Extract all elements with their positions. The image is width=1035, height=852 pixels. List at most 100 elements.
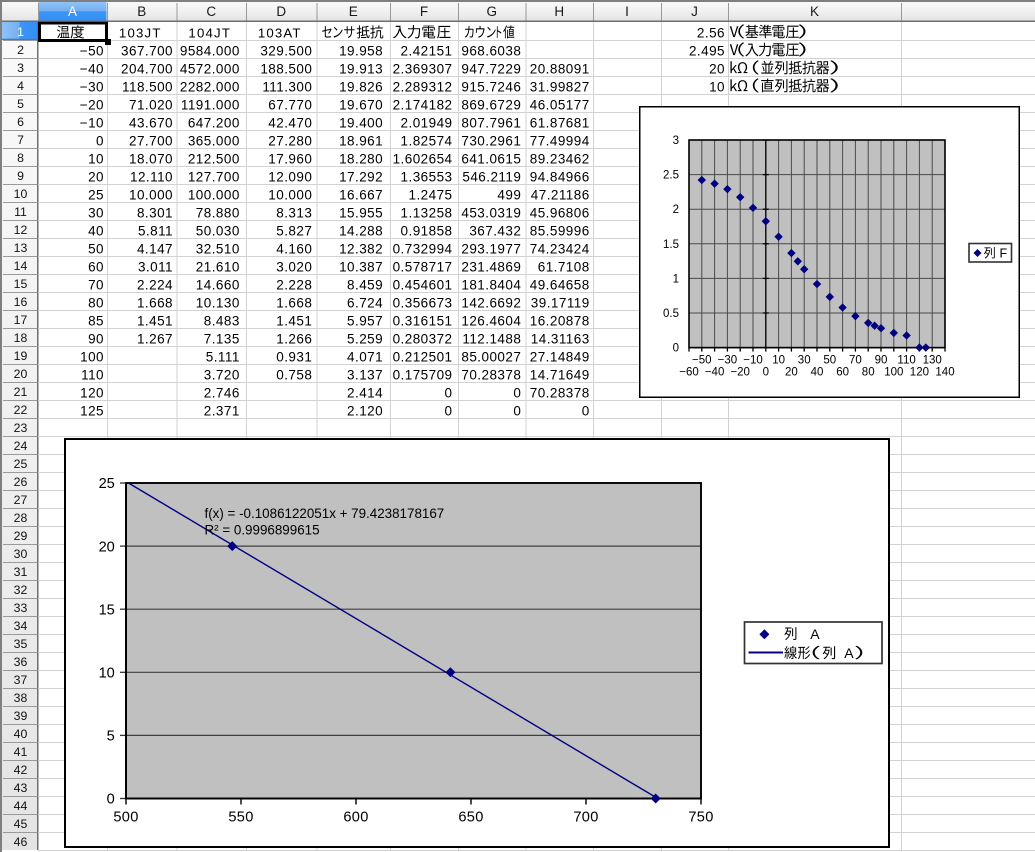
svg-text:647.200: 647.200 xyxy=(188,116,240,131)
svg-text:27.700: 27.700 xyxy=(129,134,173,149)
svg-text:44: 44 xyxy=(14,799,28,813)
svg-text:365.000: 365.000 xyxy=(188,134,240,149)
svg-text:1.5: 1.5 xyxy=(663,239,679,251)
svg-text:1.13258: 1.13258 xyxy=(401,206,453,221)
svg-text:G: G xyxy=(486,4,497,19)
svg-text:70: 70 xyxy=(849,355,862,367)
svg-text:26: 26 xyxy=(14,475,28,489)
svg-text:0: 0 xyxy=(445,386,453,401)
svg-text:10: 10 xyxy=(88,152,104,167)
svg-text:18.070: 18.070 xyxy=(129,152,173,167)
svg-text:2.289312: 2.289312 xyxy=(393,80,453,95)
svg-text:94.84966: 94.84966 xyxy=(530,170,590,185)
svg-text:1.2475: 1.2475 xyxy=(409,188,453,203)
svg-text:18.280: 18.280 xyxy=(339,152,383,167)
svg-text:46.05177: 46.05177 xyxy=(530,98,590,113)
svg-text:8.483: 8.483 xyxy=(204,314,240,329)
svg-text:231.4869: 231.4869 xyxy=(461,260,521,275)
svg-text:−20: −20 xyxy=(80,98,104,113)
svg-text:46: 46 xyxy=(14,835,28,849)
svg-text:2282.000: 2282.000 xyxy=(180,80,240,95)
svg-text:5.957: 5.957 xyxy=(347,314,383,329)
svg-text:3: 3 xyxy=(673,135,679,147)
svg-text:0: 0 xyxy=(582,404,590,419)
svg-text:−10: −10 xyxy=(80,116,104,131)
svg-text:67.770: 67.770 xyxy=(268,98,312,113)
svg-text:5.827: 5.827 xyxy=(276,224,312,239)
svg-text:34: 34 xyxy=(14,619,28,633)
svg-text:118.500: 118.500 xyxy=(122,80,173,95)
svg-text:17.960: 17.960 xyxy=(268,152,312,167)
svg-text:807.7961: 807.7961 xyxy=(461,116,521,131)
svg-text:8: 8 xyxy=(17,151,24,165)
svg-text:85.59996: 85.59996 xyxy=(530,224,590,239)
svg-text:140: 140 xyxy=(935,367,954,379)
svg-text:7: 7 xyxy=(17,133,24,147)
svg-text:85.00027: 85.00027 xyxy=(461,350,521,365)
svg-text:10: 10 xyxy=(99,666,115,682)
svg-text:18.961: 18.961 xyxy=(339,134,383,149)
svg-text:31.99827: 31.99827 xyxy=(530,80,590,95)
svg-text:−30: −30 xyxy=(718,355,738,367)
svg-text:0: 0 xyxy=(513,386,521,401)
svg-text:−30: −30 xyxy=(80,80,104,95)
svg-text:10.000: 10.000 xyxy=(129,188,173,203)
svg-text:1.267: 1.267 xyxy=(137,332,173,347)
svg-text:80: 80 xyxy=(88,296,104,311)
svg-text:600: 600 xyxy=(343,809,368,825)
svg-text:4: 4 xyxy=(17,79,24,93)
svg-text:21: 21 xyxy=(14,385,28,399)
svg-text:0: 0 xyxy=(513,404,521,419)
svg-text:1: 1 xyxy=(17,25,24,39)
svg-text:36: 36 xyxy=(14,655,28,669)
svg-text:499: 499 xyxy=(497,188,521,203)
svg-text:1.36553: 1.36553 xyxy=(401,170,453,185)
svg-text:21.610: 21.610 xyxy=(196,260,240,275)
svg-text:750: 750 xyxy=(688,809,713,825)
svg-text:16.20878: 16.20878 xyxy=(530,314,590,329)
svg-text:329.500: 329.500 xyxy=(260,44,312,59)
svg-text:30: 30 xyxy=(798,355,811,367)
svg-text:I: I xyxy=(625,4,629,19)
svg-text:77.49994: 77.49994 xyxy=(530,134,590,149)
svg-text:188.500: 188.500 xyxy=(260,62,312,77)
svg-text:5.811: 5.811 xyxy=(138,224,173,239)
svg-text:130: 130 xyxy=(923,355,942,367)
svg-text:17.292: 17.292 xyxy=(339,170,383,185)
svg-text:103JT: 103JT xyxy=(119,25,162,40)
svg-text:367.432: 367.432 xyxy=(469,224,521,239)
svg-text:−40: −40 xyxy=(80,62,104,77)
svg-text:110: 110 xyxy=(81,368,104,383)
svg-text:4.160: 4.160 xyxy=(276,242,312,257)
svg-text:0: 0 xyxy=(763,367,769,379)
svg-text:204.700: 204.700 xyxy=(121,62,173,77)
svg-text:2.42151: 2.42151 xyxy=(401,44,453,59)
svg-text:5.111: 5.111 xyxy=(206,350,240,365)
svg-text:3.011: 3.011 xyxy=(138,260,173,275)
svg-text:43.670: 43.670 xyxy=(129,116,173,131)
svg-text:31: 31 xyxy=(14,565,28,579)
svg-text:39.17119: 39.17119 xyxy=(531,296,590,311)
svg-text:100.000: 100.000 xyxy=(188,188,240,203)
svg-text:2: 2 xyxy=(17,43,24,57)
svg-text:12.110: 12.110 xyxy=(130,170,173,185)
svg-text:B: B xyxy=(137,4,146,19)
svg-text:f(x) = -0.1086122051x + 79.423: f(x) = -0.1086122051x + 79.4238178167 xyxy=(205,506,445,521)
svg-text:60: 60 xyxy=(836,367,849,379)
svg-text:20: 20 xyxy=(785,367,798,379)
svg-text:0: 0 xyxy=(445,404,453,419)
svg-text:29: 29 xyxy=(14,529,28,543)
svg-text:6.724: 6.724 xyxy=(347,296,383,311)
svg-text:45.96806: 45.96806 xyxy=(530,206,590,221)
svg-text:3.137: 3.137 xyxy=(347,368,383,383)
svg-text:71.020: 71.020 xyxy=(129,98,173,113)
svg-text:111.300: 111.300 xyxy=(262,80,312,95)
svg-text:367.700: 367.700 xyxy=(121,44,173,59)
svg-text:85: 85 xyxy=(88,314,104,329)
svg-text:17: 17 xyxy=(14,313,28,327)
svg-text:27.280: 27.280 xyxy=(268,134,312,149)
svg-text:6: 6 xyxy=(17,115,24,129)
svg-text:61.7108: 61.7108 xyxy=(538,260,590,275)
svg-text:12: 12 xyxy=(14,223,28,237)
svg-text:74.23424: 74.23424 xyxy=(530,242,590,257)
